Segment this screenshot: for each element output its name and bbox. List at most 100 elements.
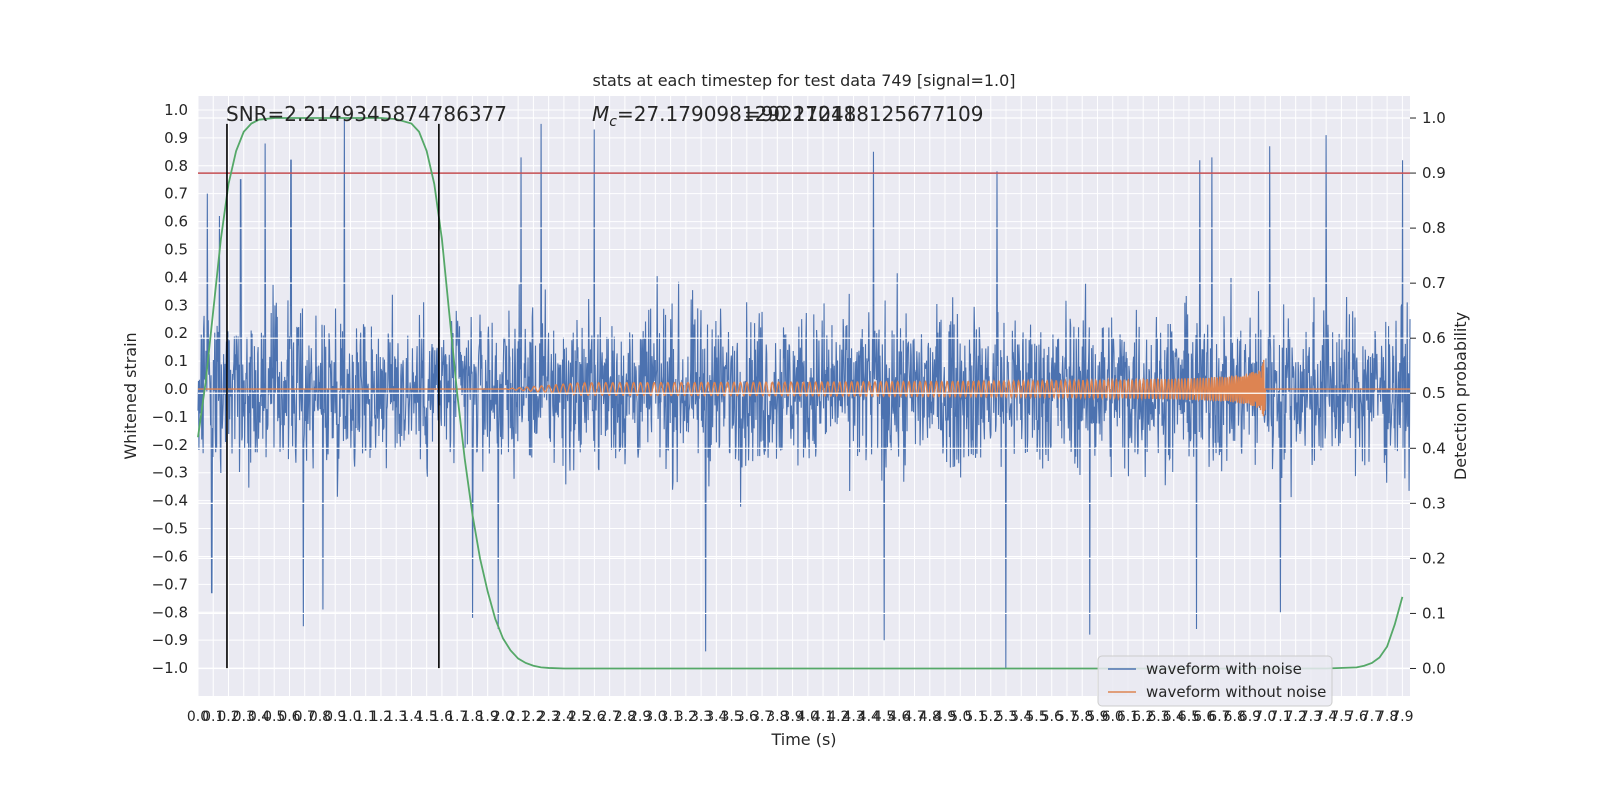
legend-box	[1097, 655, 1333, 707]
x-tick-label: 2.3	[538, 709, 560, 725]
x-tick-label: 0.2	[217, 709, 239, 725]
x-tick-label: 5.8	[1071, 709, 1093, 725]
x-tick-label: 5.6	[1041, 709, 1063, 725]
x-tick-label: 2.7	[598, 709, 620, 725]
y-tick-label: −0.6	[152, 547, 188, 565]
mc-value: =27.179098129211248	[617, 102, 856, 126]
x-tick-label: 5.4	[1010, 709, 1032, 725]
x-tick-label: 3.1	[659, 709, 681, 725]
mc-symbol: M	[592, 102, 609, 126]
x-tick-label: 5.2	[980, 709, 1002, 725]
right-tick-label: 0.7	[1422, 274, 1446, 292]
chirp-mass-annotation: Mc=27.179098129211248	[592, 102, 856, 130]
x-tick-label: 7.6	[1346, 709, 1368, 725]
clean-line	[198, 359, 1410, 417]
y-tick-label: −0.3	[152, 464, 188, 482]
x-tick-label: 0.5	[263, 709, 285, 725]
right-tick-label: 0.3	[1422, 494, 1446, 512]
series-waveform-without-noise	[198, 359, 1410, 417]
x-tick-label: 2.5	[568, 709, 590, 725]
x-axis-label: Time (s)	[770, 730, 836, 749]
y-tick-label: 0.8	[164, 157, 188, 175]
x-tick-label: 2.1	[507, 709, 529, 725]
right-tick-label: 0.0	[1422, 659, 1446, 677]
x-tick-label: 3.3	[690, 709, 712, 725]
x-tick-label: 7.9	[1391, 709, 1413, 725]
y-axis-label: Whitened strain	[121, 332, 140, 459]
y-tick-label: −0.5	[152, 520, 188, 538]
y-tick-label: 1.0	[164, 101, 188, 119]
x-tick-label: 3.4	[705, 709, 727, 725]
y-tick-label: −1.0	[152, 659, 188, 677]
x-tick-label: 4.0	[797, 709, 819, 725]
x-tick-label: 3.9	[781, 709, 803, 725]
y-axis-ticks: −1.0 −0.9 −0.8 −0.7 −0.6 −0.5 −0.4 −0.3 −0.2 −0.1…	[152, 101, 188, 677]
right-tick-label: 0.2	[1422, 549, 1446, 567]
x-tick-label: 0.4	[248, 709, 270, 725]
y-tick-label: −0.1	[152, 408, 188, 426]
noise-line	[197, 118, 1411, 669]
x-tick-label: 6.6	[1193, 709, 1215, 725]
x-tick-label: 0.3	[233, 709, 255, 725]
x-tick-label: 1.6	[431, 709, 453, 725]
x-tick-label: 7.7	[1361, 709, 1383, 725]
x-tick-label: 6.2	[1132, 709, 1154, 725]
x-tick-label: 1.7	[446, 709, 468, 725]
legend-label-clean: waveform without noise	[1146, 683, 1326, 701]
x-tick-label: 4.1	[812, 709, 834, 725]
x-tick-label: 0.1	[202, 709, 224, 725]
x-tick-label: 7.3	[1300, 709, 1322, 725]
x-tick-label: 4.9	[934, 709, 956, 725]
x-tick-label: 1.2	[370, 709, 392, 725]
right-tick-label: 0.8	[1422, 219, 1446, 237]
x-tick-label: 6.9	[1239, 709, 1261, 725]
x-tick-label: 5.1	[964, 709, 986, 725]
snr-annotation: SNR=2.2149345874786377	[226, 102, 507, 126]
x-tick-label: 3.2	[675, 709, 697, 725]
x-tick-label: 0.6	[278, 709, 300, 725]
x-tick-label: 1.1	[355, 709, 377, 725]
x-tick-label: 2.8	[614, 709, 636, 725]
right-tick-label: 1.0	[1422, 109, 1446, 127]
y-tick-label: −0.2	[152, 436, 188, 454]
x-tick-label: 3.7	[751, 709, 773, 725]
x-tick-label: 4.6	[888, 709, 910, 725]
x-tick-label: 7.5	[1330, 709, 1352, 725]
y-tick-label: −0.9	[152, 631, 188, 649]
y-tick-label: −0.8	[152, 603, 188, 621]
y-tick-label: 0.4	[164, 268, 188, 286]
x-tick-label: 5.0	[949, 709, 971, 725]
x-tick-label: 7.4	[1315, 709, 1337, 725]
x-tick-label: 1.8	[461, 709, 483, 725]
series-waveform-with-noise	[197, 118, 1411, 669]
y-tick-label: 0.6	[164, 213, 188, 231]
right-tick-label: 0.6	[1422, 329, 1446, 347]
x-tick-label: 1.9	[477, 709, 499, 725]
right-tick-label: 0.1	[1422, 604, 1446, 622]
chart-title: stats at each timestep for test data 749…	[592, 71, 1015, 90]
right-tick-label: 0.9	[1422, 164, 1446, 182]
x-tick-label: 2.2	[522, 709, 544, 725]
mc-subscript: c	[609, 114, 617, 130]
x-tick-label: 6.4	[1163, 709, 1185, 725]
x-tick-label: 5.7	[1056, 709, 1078, 725]
x-tick-label: 7.0	[1254, 709, 1276, 725]
x-tick-label: 0.8	[309, 709, 331, 725]
x-tick-label: 7.8	[1376, 709, 1398, 725]
x-tick-label: 5.5	[1025, 709, 1047, 725]
x-tick-label: 5.3	[995, 709, 1017, 725]
legend-label-noise: waveform with noise	[1146, 660, 1302, 678]
x-tick-label: 2.0	[492, 709, 514, 725]
y-tick-label: 0.0	[164, 380, 188, 398]
x-tick-label: 1.4	[400, 709, 422, 725]
x-tick-label: 6.5	[1178, 709, 1200, 725]
y-tick-label: 0.3	[164, 296, 188, 314]
y-tick-label: 0.1	[164, 352, 188, 370]
x-tick-label: 5.9	[1086, 709, 1108, 725]
x-tick-label: 4.3	[842, 709, 864, 725]
x-tick-label: 2.4	[553, 709, 575, 725]
x-tick-label: 4.4	[858, 709, 880, 725]
right-tick-label: 0.4	[1422, 439, 1446, 457]
legend: waveform with noise waveform without noi…	[1097, 655, 1333, 707]
